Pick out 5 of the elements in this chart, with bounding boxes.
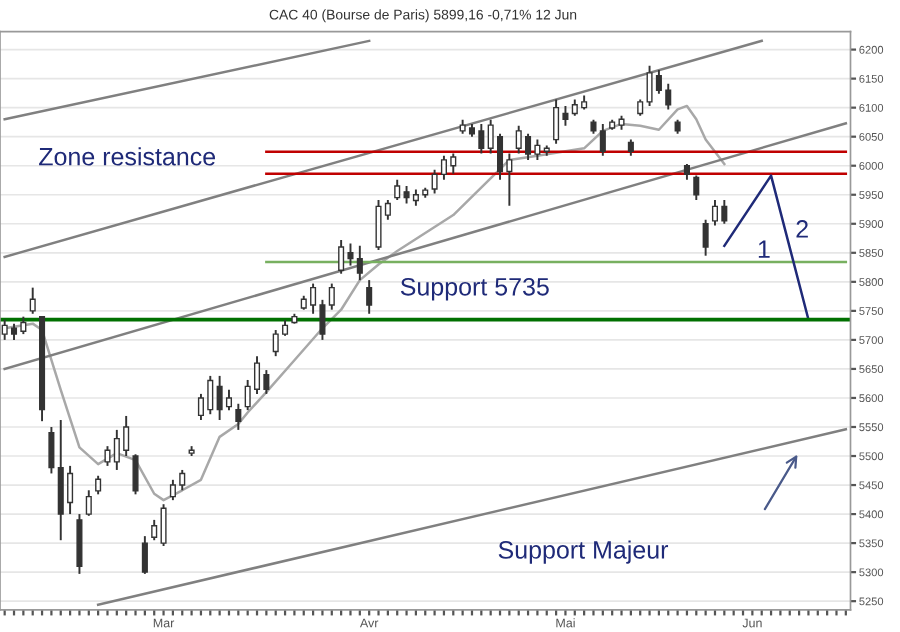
annotation: 2 <box>796 220 808 238</box>
annotation: Support 5735 <box>400 277 549 301</box>
annotation: Support Majeur <box>498 540 669 564</box>
annotation: 1 <box>758 240 770 258</box>
annotation: Zone resistance <box>39 147 216 166</box>
